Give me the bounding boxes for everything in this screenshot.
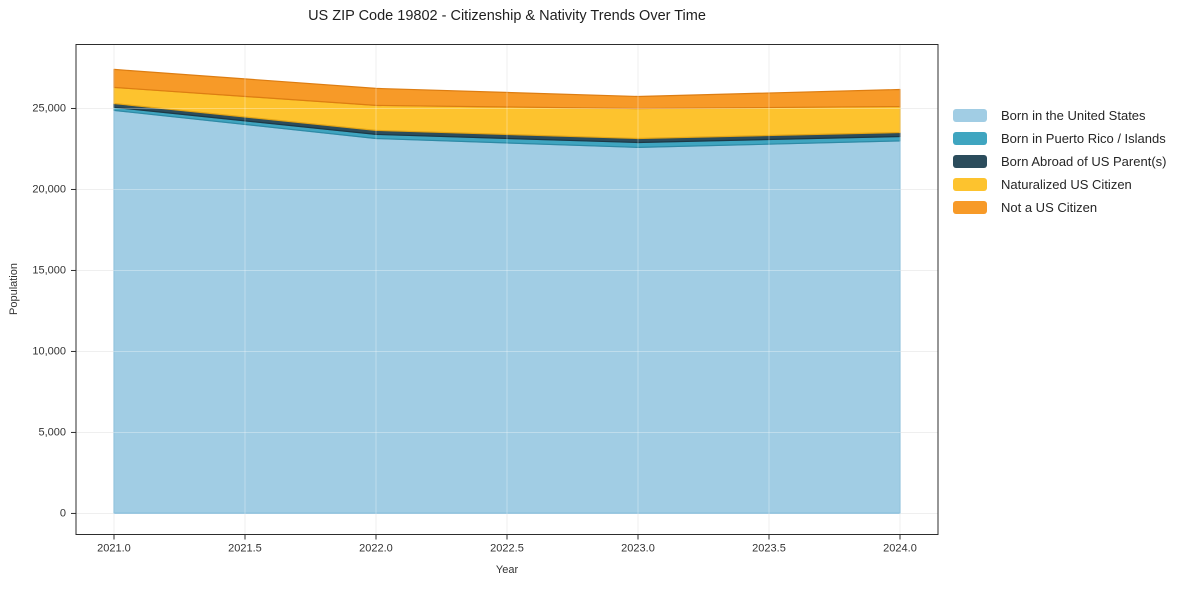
legend-label-naturalized: Naturalized US Citizen	[1001, 177, 1132, 192]
legend: Born in the United States Born in Puerto…	[953, 104, 1166, 219]
legend-item-born-pr: Born in Puerto Rico / Islands	[953, 127, 1166, 150]
x-tick-label: 2023.0	[621, 543, 655, 555]
legend-label-born-us: Born in the United States	[1001, 108, 1146, 123]
legend-label-born-abroad: Born Abroad of US Parent(s)	[1001, 154, 1167, 169]
x-tick-label: 2022.5	[490, 543, 524, 555]
legend-item-born-us: Born in the United States	[953, 104, 1166, 127]
legend-swatch-naturalized	[953, 178, 987, 191]
legend-swatch-born-us	[953, 109, 987, 122]
y-tick-label: 20,000	[32, 183, 66, 195]
x-tick-label: 2023.5	[752, 543, 786, 555]
legend-item-naturalized: Naturalized US Citizen	[953, 173, 1166, 196]
legend-label-born-pr: Born in Puerto Rico / Islands	[1001, 131, 1166, 146]
chart-title: US ZIP Code 19802 - Citizenship & Nativi…	[308, 8, 706, 24]
x-axis-label: Year	[495, 564, 519, 576]
y-tick-label: 0	[60, 507, 66, 519]
area-not-a-us-citizen	[113, 68, 901, 110]
y-tick-label: 5,000	[38, 426, 66, 438]
legend-item-not-citizen: Not a US Citizen	[953, 196, 1166, 219]
x-tick-label: 2024.0	[883, 543, 917, 555]
y-tick-label: 25,000	[32, 102, 66, 114]
legend-swatch-born-pr	[953, 132, 987, 145]
x-tick-label: 2021.0	[97, 543, 131, 555]
legend-swatch-born-abroad	[953, 155, 987, 168]
y-axis-label: Population	[8, 263, 20, 315]
y-tick-label: 10,000	[32, 345, 66, 357]
x-tick-label: 2021.5	[228, 543, 262, 555]
y-tick-label: 15,000	[32, 264, 66, 276]
legend-item-born-abroad: Born Abroad of US Parent(s)	[953, 150, 1166, 173]
legend-label-not-citizen: Not a US Citizen	[1001, 200, 1098, 215]
legend-swatch-not-citizen	[953, 201, 987, 214]
x-tick-label: 2022.0	[359, 543, 393, 555]
